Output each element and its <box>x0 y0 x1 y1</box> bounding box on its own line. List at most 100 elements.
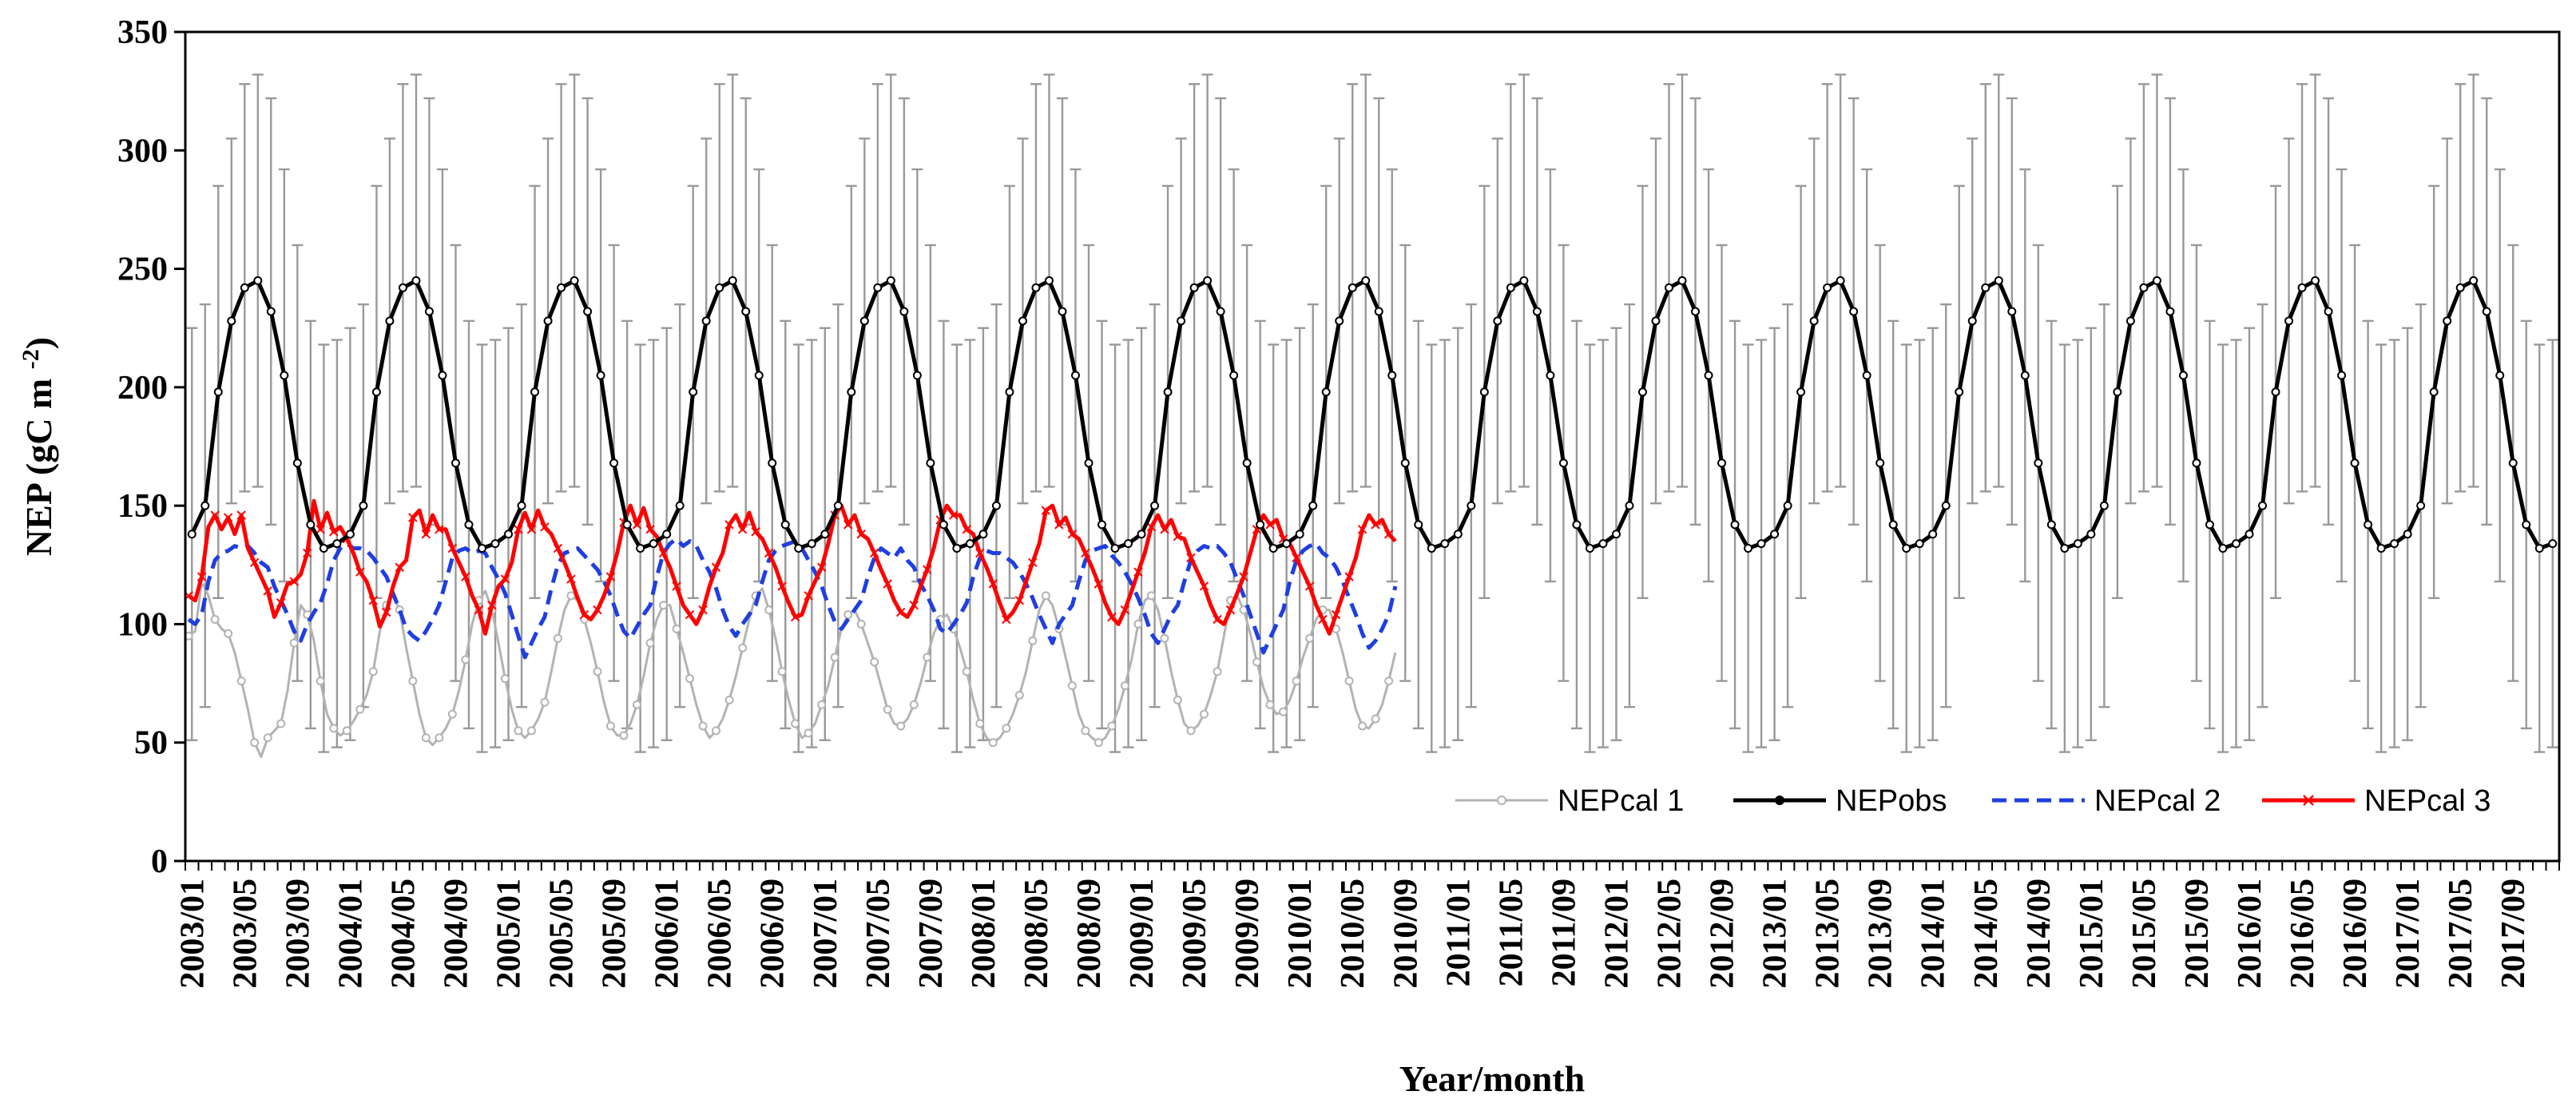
nepobs-point <box>2324 307 2333 316</box>
x-tick-label: 2015/05 <box>2126 879 2163 989</box>
x-tick-label: 2017/05 <box>2443 879 2479 989</box>
nepobs-point <box>1836 276 1845 285</box>
nepobs-point <box>609 458 619 468</box>
nepobs-point <box>517 501 526 510</box>
nepcal3-point <box>1278 534 1288 544</box>
nepobs-point <box>2416 501 2426 510</box>
nepobs-point <box>280 371 289 380</box>
x-tick-label: 2005/01 <box>491 879 528 989</box>
nepobs-point <box>478 544 486 554</box>
nepcal1-point <box>289 638 299 648</box>
nepcal3-point <box>1107 612 1117 622</box>
nepobs-point <box>1335 316 1344 326</box>
nepobs-point <box>1361 276 1371 285</box>
nepobs-point <box>1229 371 1239 380</box>
nepcal1-point <box>1186 726 1196 736</box>
nepcal3-point <box>1357 525 1367 534</box>
nepcal3-point <box>1054 520 1064 530</box>
nepobs-point <box>1717 458 1727 468</box>
nepcal1-point <box>224 629 233 638</box>
x-tick-label: 2004/01 <box>332 879 369 989</box>
nepcal3-point <box>883 579 892 589</box>
nepcal3-point <box>540 522 550 532</box>
x-tick-label: 2011/05 <box>1493 879 1530 986</box>
nepcal1-point <box>1213 667 1222 677</box>
x-tick-label: 2017/01 <box>2390 879 2427 989</box>
nepcal3-point <box>1002 614 1011 625</box>
series-lines <box>184 276 2558 758</box>
nepobs-point <box>359 501 368 510</box>
nepobs-point <box>2113 387 2122 397</box>
nepcal1-point <box>329 724 339 733</box>
nepobs-point <box>1321 387 1331 397</box>
nepcal3-point <box>1067 530 1078 539</box>
nepcal1-point <box>1120 681 1129 691</box>
nepcal3-point <box>1318 614 1328 625</box>
nepobs-point <box>2469 276 2479 285</box>
nepcal3-point <box>355 567 365 577</box>
nepobs-point <box>1928 530 1938 539</box>
nepcal1-point <box>447 709 457 719</box>
nepcal3-point <box>1265 520 1275 530</box>
nepobs-point <box>1585 544 1594 554</box>
nepobs-point <box>2548 539 2558 549</box>
nepcal1-point <box>988 738 998 748</box>
nepobs-point <box>991 501 1001 510</box>
nepobs-point <box>1348 283 1357 292</box>
nepcal1-point <box>210 614 220 624</box>
nepobs-point <box>1453 530 1463 539</box>
nepcal1-point <box>1146 591 1156 601</box>
nepobs-point <box>1796 387 1806 397</box>
nepobs-point <box>1875 458 1885 468</box>
nepobs-point <box>2125 316 2135 326</box>
nepcal3-point <box>579 609 589 620</box>
nepobs-point <box>2534 544 2544 554</box>
nepcal1-point <box>566 591 576 601</box>
nepobs-point <box>2376 544 2386 554</box>
nepcal3-point <box>790 612 800 622</box>
nepcal3-point <box>249 557 260 568</box>
nepcal1-point <box>1305 633 1315 643</box>
nepobs-point <box>1493 316 1502 326</box>
nepcal3-point <box>988 579 998 589</box>
error-bars <box>186 73 2558 753</box>
nepcal1-point <box>435 733 444 743</box>
nepobs-point <box>2086 530 2096 539</box>
nepobs-point <box>1888 520 1898 530</box>
nepcal1-point <box>962 667 971 677</box>
nepobs-point <box>1691 307 1701 316</box>
nepcal3-point <box>1041 506 1051 515</box>
nepcal1-point <box>368 667 378 677</box>
series-nepobs-line <box>190 278 2554 550</box>
plot-frame <box>184 30 2561 863</box>
nepobs-point <box>1994 276 2003 285</box>
nepcal1-point <box>593 667 602 677</box>
nepcal3-point <box>316 525 325 534</box>
nepobs-point <box>728 276 737 285</box>
nepobs-point <box>2495 371 2505 380</box>
nepobs-point <box>899 307 909 316</box>
nepobs-point <box>2046 520 2056 530</box>
nepobs-point <box>2192 458 2201 468</box>
nepobs-point <box>1044 276 1054 285</box>
legend-marker <box>1775 796 1784 805</box>
nepobs-point <box>2429 387 2439 397</box>
nepcal1-point <box>659 601 669 610</box>
nepcal1-point <box>263 733 272 743</box>
x-tick-label: 2012/01 <box>1599 879 1636 989</box>
nepobs-point <box>794 544 804 554</box>
nepcal1-point <box>1014 690 1024 700</box>
nepobs-point <box>543 316 553 326</box>
nepobs-point <box>1941 501 1951 510</box>
nepcal1-point <box>804 728 813 738</box>
nepobs-point <box>715 283 724 292</box>
nepobs-point <box>1058 307 1067 316</box>
nepcal3-point <box>382 607 391 617</box>
nepcal1-point <box>276 719 286 728</box>
nepcal3-point <box>263 586 272 596</box>
x-tick-label: 2012/09 <box>1705 879 1741 989</box>
nepcal3-point <box>1028 557 1038 568</box>
nepcal1-point <box>605 721 615 731</box>
nepcal1-point <box>514 726 523 736</box>
nepcal3-point <box>1081 548 1090 558</box>
